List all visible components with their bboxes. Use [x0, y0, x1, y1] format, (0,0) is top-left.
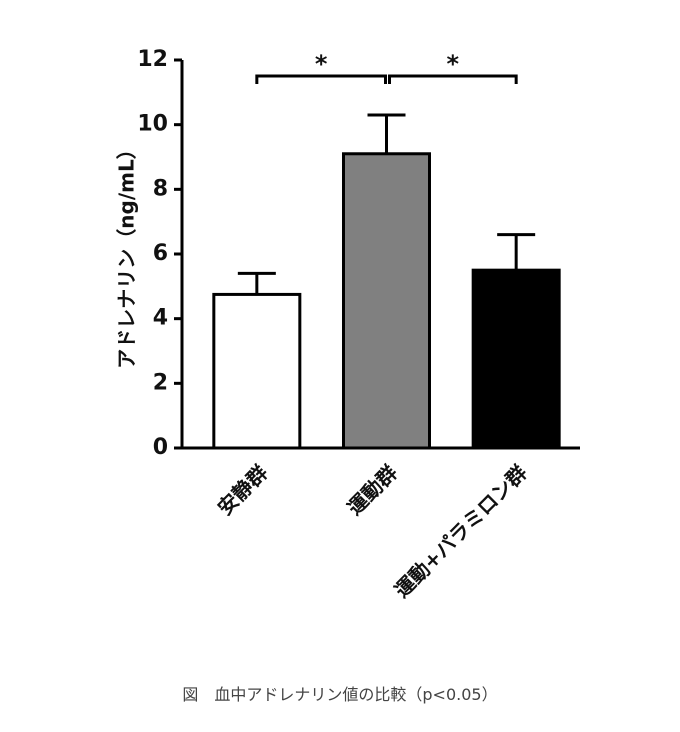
y-tick-label: 2 — [153, 370, 168, 395]
y-tick-label: 8 — [153, 176, 168, 201]
significance-bracket — [388, 74, 518, 84]
significance-label: * — [315, 50, 328, 78]
y-tick-label: 10 — [137, 112, 168, 137]
significance-label: * — [447, 50, 460, 78]
y-tick-label: 4 — [153, 306, 168, 331]
y-tick-label: 6 — [153, 241, 168, 266]
x-tick-label: 運動群 — [343, 460, 402, 519]
significance-bracket — [255, 74, 387, 84]
y-axis-label: アドレナリン（ng/mL） — [115, 139, 139, 368]
caption: 図 血中アドレナリン値の比較（p<0.05） — [182, 685, 497, 704]
bar — [212, 292, 302, 450]
y-tick-label: 12 — [137, 47, 168, 72]
y-tick-label: 0 — [153, 435, 168, 460]
x-tick-label: 安静群 — [213, 460, 272, 519]
bar — [342, 152, 431, 450]
bar — [471, 268, 561, 450]
x-tick-label: 運動+パラミロン群 — [390, 460, 532, 602]
